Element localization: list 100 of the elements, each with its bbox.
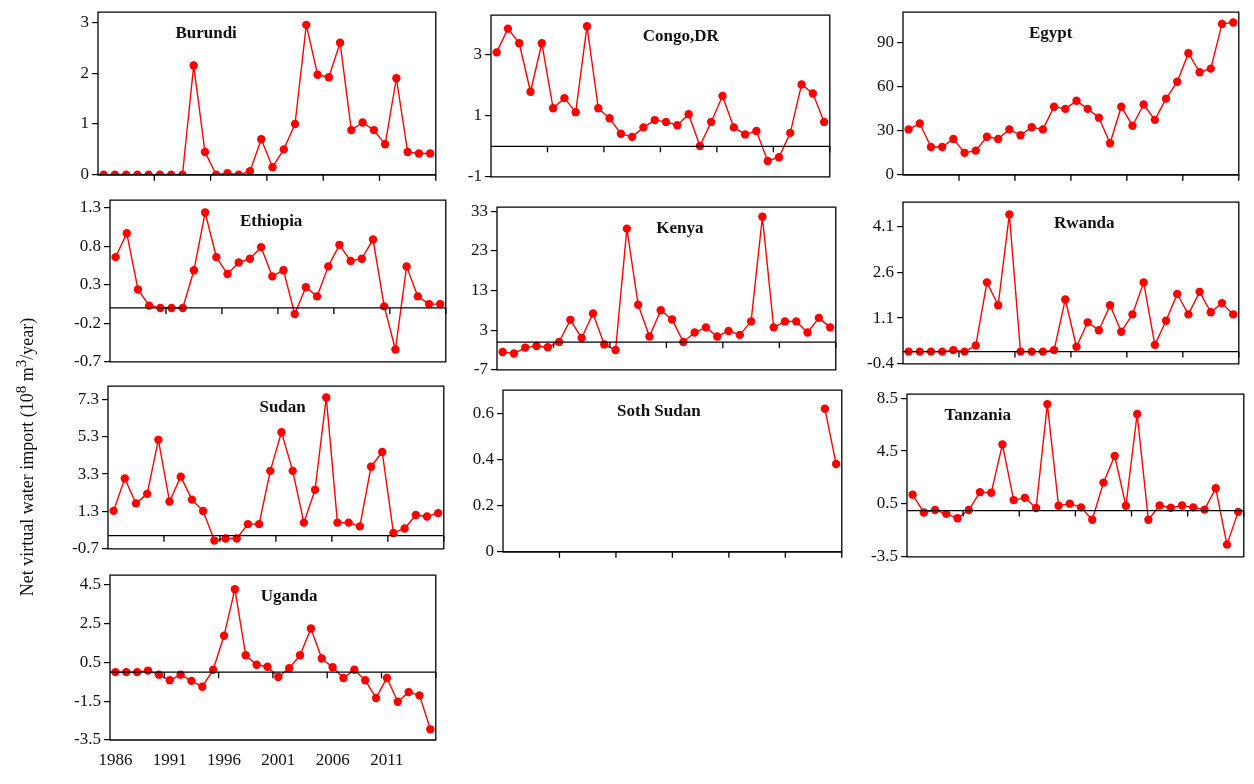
point bbox=[219, 631, 229, 640]
point bbox=[333, 518, 342, 527]
point bbox=[1099, 478, 1108, 487]
point bbox=[223, 269, 232, 279]
point bbox=[1020, 493, 1030, 503]
point bbox=[774, 153, 784, 162]
point bbox=[256, 242, 266, 252]
point bbox=[1217, 298, 1227, 308]
point bbox=[667, 315, 677, 324]
point bbox=[1005, 210, 1014, 219]
y-tick-label: 2 bbox=[80, 62, 89, 82]
point bbox=[639, 123, 648, 132]
y-tick-label: -0.2 bbox=[74, 312, 101, 332]
x-tick-label: 2001 bbox=[261, 749, 296, 769]
text: Kenya bbox=[656, 217, 705, 237]
point bbox=[371, 693, 381, 703]
y-tick-label: -0.7 bbox=[72, 538, 100, 558]
point bbox=[1161, 316, 1171, 326]
y-tick-label: -0.7 bbox=[74, 351, 102, 371]
point bbox=[133, 285, 143, 294]
point bbox=[1083, 104, 1092, 114]
y-tick-label: 4.5 bbox=[876, 440, 898, 460]
point bbox=[393, 697, 402, 707]
point bbox=[975, 487, 985, 497]
point bbox=[154, 435, 163, 445]
point bbox=[109, 506, 118, 516]
y-tick-label: -0.4 bbox=[867, 353, 895, 373]
y-tick-label: 2.5 bbox=[79, 613, 101, 633]
point bbox=[650, 115, 659, 125]
point bbox=[819, 117, 829, 127]
point bbox=[1161, 94, 1171, 103]
point bbox=[1094, 113, 1104, 122]
point bbox=[1016, 131, 1025, 140]
point bbox=[701, 323, 711, 332]
y-tick-label: -3.5 bbox=[871, 546, 898, 566]
point bbox=[982, 278, 992, 287]
point bbox=[537, 39, 547, 48]
y-tick-label: 0 bbox=[885, 164, 894, 184]
point bbox=[752, 126, 761, 136]
point bbox=[735, 330, 745, 340]
text: Egypt bbox=[1029, 22, 1073, 42]
point bbox=[335, 240, 344, 250]
point bbox=[361, 676, 370, 685]
point bbox=[165, 497, 174, 506]
y-tick-label: 3 bbox=[80, 11, 89, 31]
point bbox=[1072, 342, 1081, 351]
y-tick-label: 0.3 bbox=[79, 274, 101, 294]
point bbox=[1121, 501, 1131, 510]
y-tick-label: 0.5 bbox=[876, 493, 898, 513]
y-tick-label: 1.3 bbox=[77, 500, 99, 520]
point bbox=[1117, 327, 1126, 336]
text: Congo,DR bbox=[642, 25, 720, 45]
y-tick-label: 1 bbox=[473, 105, 482, 125]
point bbox=[1222, 540, 1232, 549]
point bbox=[122, 229, 131, 238]
point bbox=[299, 518, 309, 527]
point bbox=[241, 651, 250, 660]
y-tick-label: 0.2 bbox=[472, 495, 494, 515]
x-tick-label: 2011 bbox=[370, 749, 404, 769]
point bbox=[1049, 102, 1059, 111]
point bbox=[971, 341, 980, 350]
point bbox=[382, 673, 392, 683]
point bbox=[355, 522, 365, 531]
point bbox=[797, 80, 806, 89]
point bbox=[413, 292, 423, 301]
point bbox=[758, 212, 767, 221]
point bbox=[1184, 49, 1193, 58]
point bbox=[344, 518, 353, 527]
point bbox=[532, 341, 541, 351]
point bbox=[301, 282, 311, 292]
point bbox=[949, 134, 958, 144]
point bbox=[111, 252, 120, 262]
y-tick-label: 90 bbox=[877, 32, 894, 52]
point bbox=[366, 462, 376, 471]
point bbox=[422, 512, 432, 521]
point bbox=[1150, 115, 1160, 125]
point bbox=[993, 301, 1003, 310]
point bbox=[254, 519, 264, 529]
point bbox=[645, 332, 654, 341]
point bbox=[266, 466, 275, 476]
point bbox=[357, 254, 367, 263]
point bbox=[1206, 308, 1216, 317]
point bbox=[915, 119, 924, 128]
x-tick-label: 2006 bbox=[315, 749, 350, 769]
point bbox=[582, 21, 592, 31]
point bbox=[288, 466, 297, 476]
y-tick-label: 4.1 bbox=[872, 216, 894, 236]
point bbox=[187, 495, 197, 504]
point bbox=[926, 142, 936, 152]
y-tick-label: -3.5 bbox=[74, 729, 101, 749]
point bbox=[1184, 310, 1193, 319]
point bbox=[622, 224, 632, 233]
point bbox=[1094, 326, 1104, 335]
point bbox=[588, 309, 598, 318]
y-tick-label: -1 bbox=[467, 166, 482, 186]
point bbox=[740, 130, 750, 139]
point bbox=[780, 317, 790, 326]
point bbox=[1206, 64, 1216, 73]
y-tick-label: 0.6 bbox=[472, 402, 494, 422]
point bbox=[1038, 125, 1048, 134]
